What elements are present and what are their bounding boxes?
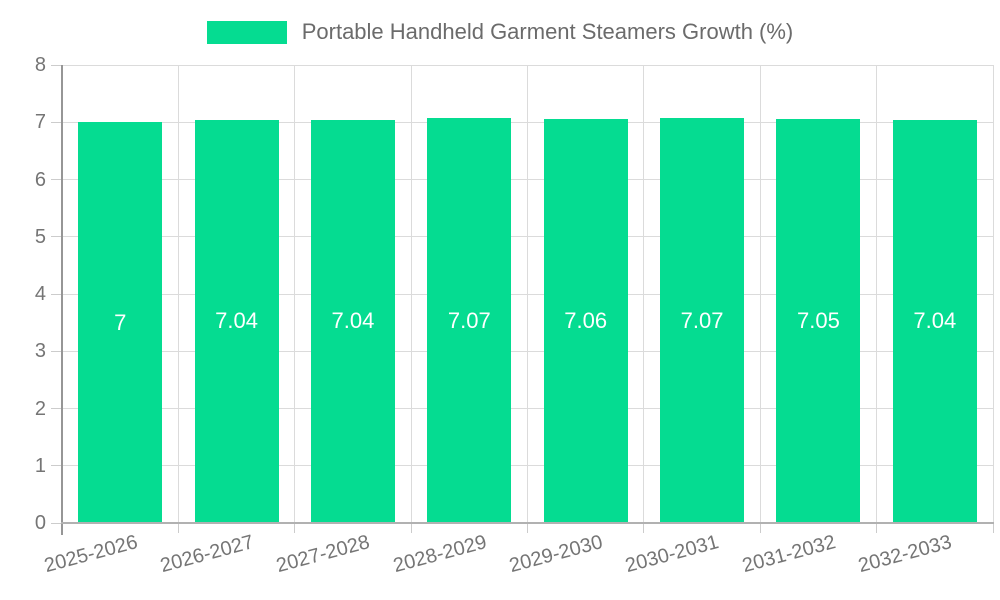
x-gridline [992,65,994,523]
x-tick-mark [527,523,528,533]
x-axis-label: 2028-2029 [390,531,489,578]
x-tick-mark [294,523,296,533]
x-axis-label: 2025-2026 [41,531,140,578]
x-axis-label: 2029-2030 [507,531,606,578]
y-tick-label: 6 [34,168,46,191]
y-tick-mark [51,293,62,295]
bar[interactable] [427,118,512,522]
bar[interactable] [892,119,977,522]
x-axis-label: 2027-2028 [274,531,373,578]
bar[interactable] [78,122,163,522]
y-tick-mark [51,465,62,467]
bar[interactable] [660,118,745,522]
x-gridline [177,65,179,523]
x-gridline [410,65,412,523]
chart-legend-item[interactable]: Portable Handheld Garment Steamers Growt… [0,16,1000,48]
x-axis-baseline [61,522,994,524]
x-gridline [294,65,296,523]
y-tick-label: 1 [34,454,46,477]
bar-value-label: 7.04 [215,308,258,334]
y-tick-mark [51,236,62,238]
y-tick-label: 3 [34,340,46,363]
y-tick-label: 7 [34,111,46,134]
x-tick-mark [759,523,761,533]
x-tick-mark [177,523,179,533]
x-tick-mark [410,523,412,533]
bar-value-label: 7.05 [797,308,840,334]
bar-value-label: 7 [114,309,127,335]
y-tick-label: 5 [34,225,46,248]
x-axis-label: 2032-2033 [856,531,955,578]
x-tick-mark [643,523,645,533]
x-gridline [876,65,878,523]
y-tick-label: 2 [34,397,46,420]
x-gridline [759,65,761,523]
bar[interactable] [543,118,628,522]
x-gridline [527,65,528,523]
bar-value-label: 7.06 [564,307,608,333]
legend-swatch-icon [206,20,287,44]
y-tick-mark [51,408,62,409]
x-tick-mark [876,523,878,533]
bar-value-label: 7.04 [913,308,957,334]
x-axis-label: 2026-2027 [157,531,256,578]
y-tick-mark [51,64,62,66]
bar-value-label: 7.07 [447,307,491,333]
y-tick-mark [51,522,62,524]
y-tick-label: 0 [34,512,46,534]
y-tick-mark [51,121,62,123]
x-tick-mark [992,523,994,533]
bar[interactable] [310,119,395,522]
bar-value-label: 7.07 [680,307,724,333]
y-axis-line [61,65,63,535]
x-axis-label: 2030-2031 [623,531,722,578]
y-tick-mark [51,179,62,180]
bar[interactable] [776,119,861,522]
bar[interactable] [194,119,279,522]
bar-value-label: 7.04 [331,308,375,334]
x-gridline [643,65,645,523]
legend-label: Portable Handheld Garment Steamers Growt… [301,19,794,44]
y-tick-mark [51,350,62,352]
y-tick-label: 8 [34,54,46,76]
y-tick-label: 4 [34,283,46,305]
x-axis-label: 2031-2032 [739,531,838,578]
